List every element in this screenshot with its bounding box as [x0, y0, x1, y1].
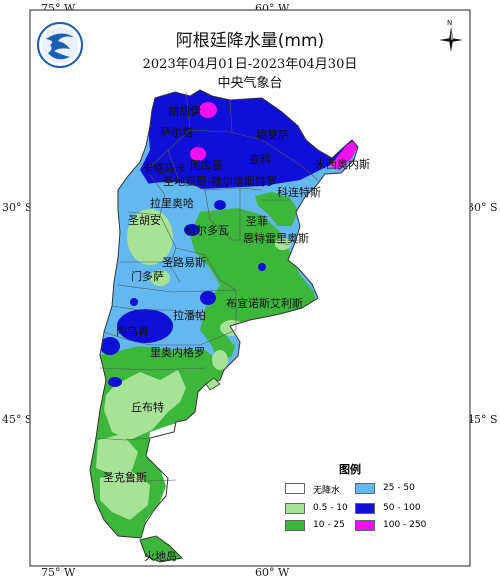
legend-label: 50 - 100: [383, 503, 421, 513]
lon-label-bottom-75w: 75° W: [41, 566, 76, 579]
lon-label-bottom-60w: 60° W: [255, 566, 290, 579]
legend-swatch: [285, 520, 305, 531]
zone-100-250-jujuy: [199, 102, 217, 118]
zone-05-10-chubut: [104, 370, 186, 440]
province-borders: [95, 91, 319, 483]
zone-100-250-misiones: [330, 140, 358, 170]
zone-50-100-mendoza-south: [130, 298, 138, 306]
place-la-rioja: 拉里奥哈: [150, 197, 194, 210]
zone-100-250-tucuman: [190, 147, 206, 161]
argentina-outline: [89, 89, 359, 539]
zone-50-100-santafe: [214, 200, 226, 210]
zone-50-100-buenosaires: [258, 263, 266, 271]
legend-label: 25 - 50: [383, 483, 415, 493]
map-title: 阿根廷降水量(mm): [175, 31, 325, 51]
zone-05-10-sanjuan: [127, 209, 173, 265]
zone-05-10-santacruz-south: [100, 470, 150, 520]
zone-50-100-pampa: [200, 291, 216, 305]
zone-05-10-mendoza: [150, 270, 170, 286]
place-san-luis: 圣路易斯: [162, 256, 206, 269]
legend-label: 100 - 250: [383, 520, 427, 530]
place-corrientes: 科连特斯: [277, 186, 321, 199]
place-entre-rios: 恩特雷里奥斯: [243, 232, 309, 245]
legend-title: 图例: [339, 463, 361, 476]
zone-05-10-santacruz-north: [96, 434, 138, 476]
zone-25-50-north-gap: [134, 182, 202, 202]
map-period: 2023年04月01日-2023年04月30日: [142, 57, 358, 72]
zone-50-100-andes: [100, 337, 120, 355]
zone-50-100-chubut: [108, 377, 122, 387]
place-rio-negro: 里奥内格罗: [150, 346, 205, 359]
legend-swatch: [355, 520, 375, 531]
lat-label-left-45s: 45° S: [2, 413, 33, 426]
place-jujuy: 胡胡伊: [168, 105, 201, 118]
place-salta: 萨尔塔: [160, 126, 193, 139]
place-santa-cruz: 圣克鲁斯: [103, 471, 147, 484]
place-buenos-aires: 布宜诺斯艾利斯: [226, 297, 303, 310]
place-formosa: 福莫萨: [256, 129, 289, 142]
cma-logo: [37, 22, 83, 68]
lat-label-right-30s: 30° S: [467, 201, 498, 214]
legend-label: 无降水: [313, 486, 341, 496]
place-neuquen: 内乌肯: [116, 325, 149, 338]
place-catamarca: 卡塔马卡: [142, 162, 186, 175]
place-mendoza: 门多萨: [131, 270, 164, 283]
place-tucuman: 图库曼: [190, 159, 223, 172]
legend-swatch: [355, 503, 375, 514]
tierra-del-fuego: [139, 535, 184, 563]
place-santa-fe: 圣菲: [246, 215, 268, 228]
place-chaco: 查科: [249, 153, 271, 166]
place-misiones: 米西奥内斯: [315, 158, 370, 171]
place-cordoba: 科尔多瓦: [185, 224, 229, 237]
place-santiago-del-estero: 圣地亚哥-德尔埃斯特罗: [163, 175, 277, 188]
zone-50-100-neuquen: [117, 309, 173, 343]
legend-swatch: [285, 503, 305, 514]
place-san-juan: 圣胡安: [128, 214, 161, 227]
place-chubut: 丘布特: [131, 401, 164, 414]
legend-swatch: [285, 483, 305, 494]
north-letter: N: [447, 19, 453, 27]
place-tierra-del-fuego: 火地岛: [144, 550, 177, 563]
zone-05-10-coast: [212, 350, 228, 370]
north-arrow-icon: [439, 27, 463, 52]
lat-label-right-45s: 45° S: [467, 413, 498, 426]
lat-label-left-30s: 30° S: [2, 201, 33, 214]
place-la-pampa: 拉潘帕: [173, 309, 206, 322]
legend-swatch: [355, 483, 375, 494]
zone-50-100-cordoba: [184, 224, 200, 236]
map-agency: 中央气象台: [217, 76, 283, 91]
peninsula-valdes: [205, 377, 221, 391]
legend-label: 10 - 25: [313, 520, 345, 530]
zone-10-25-east: [255, 192, 298, 226]
legend-label: 0.5 - 10: [313, 503, 348, 513]
